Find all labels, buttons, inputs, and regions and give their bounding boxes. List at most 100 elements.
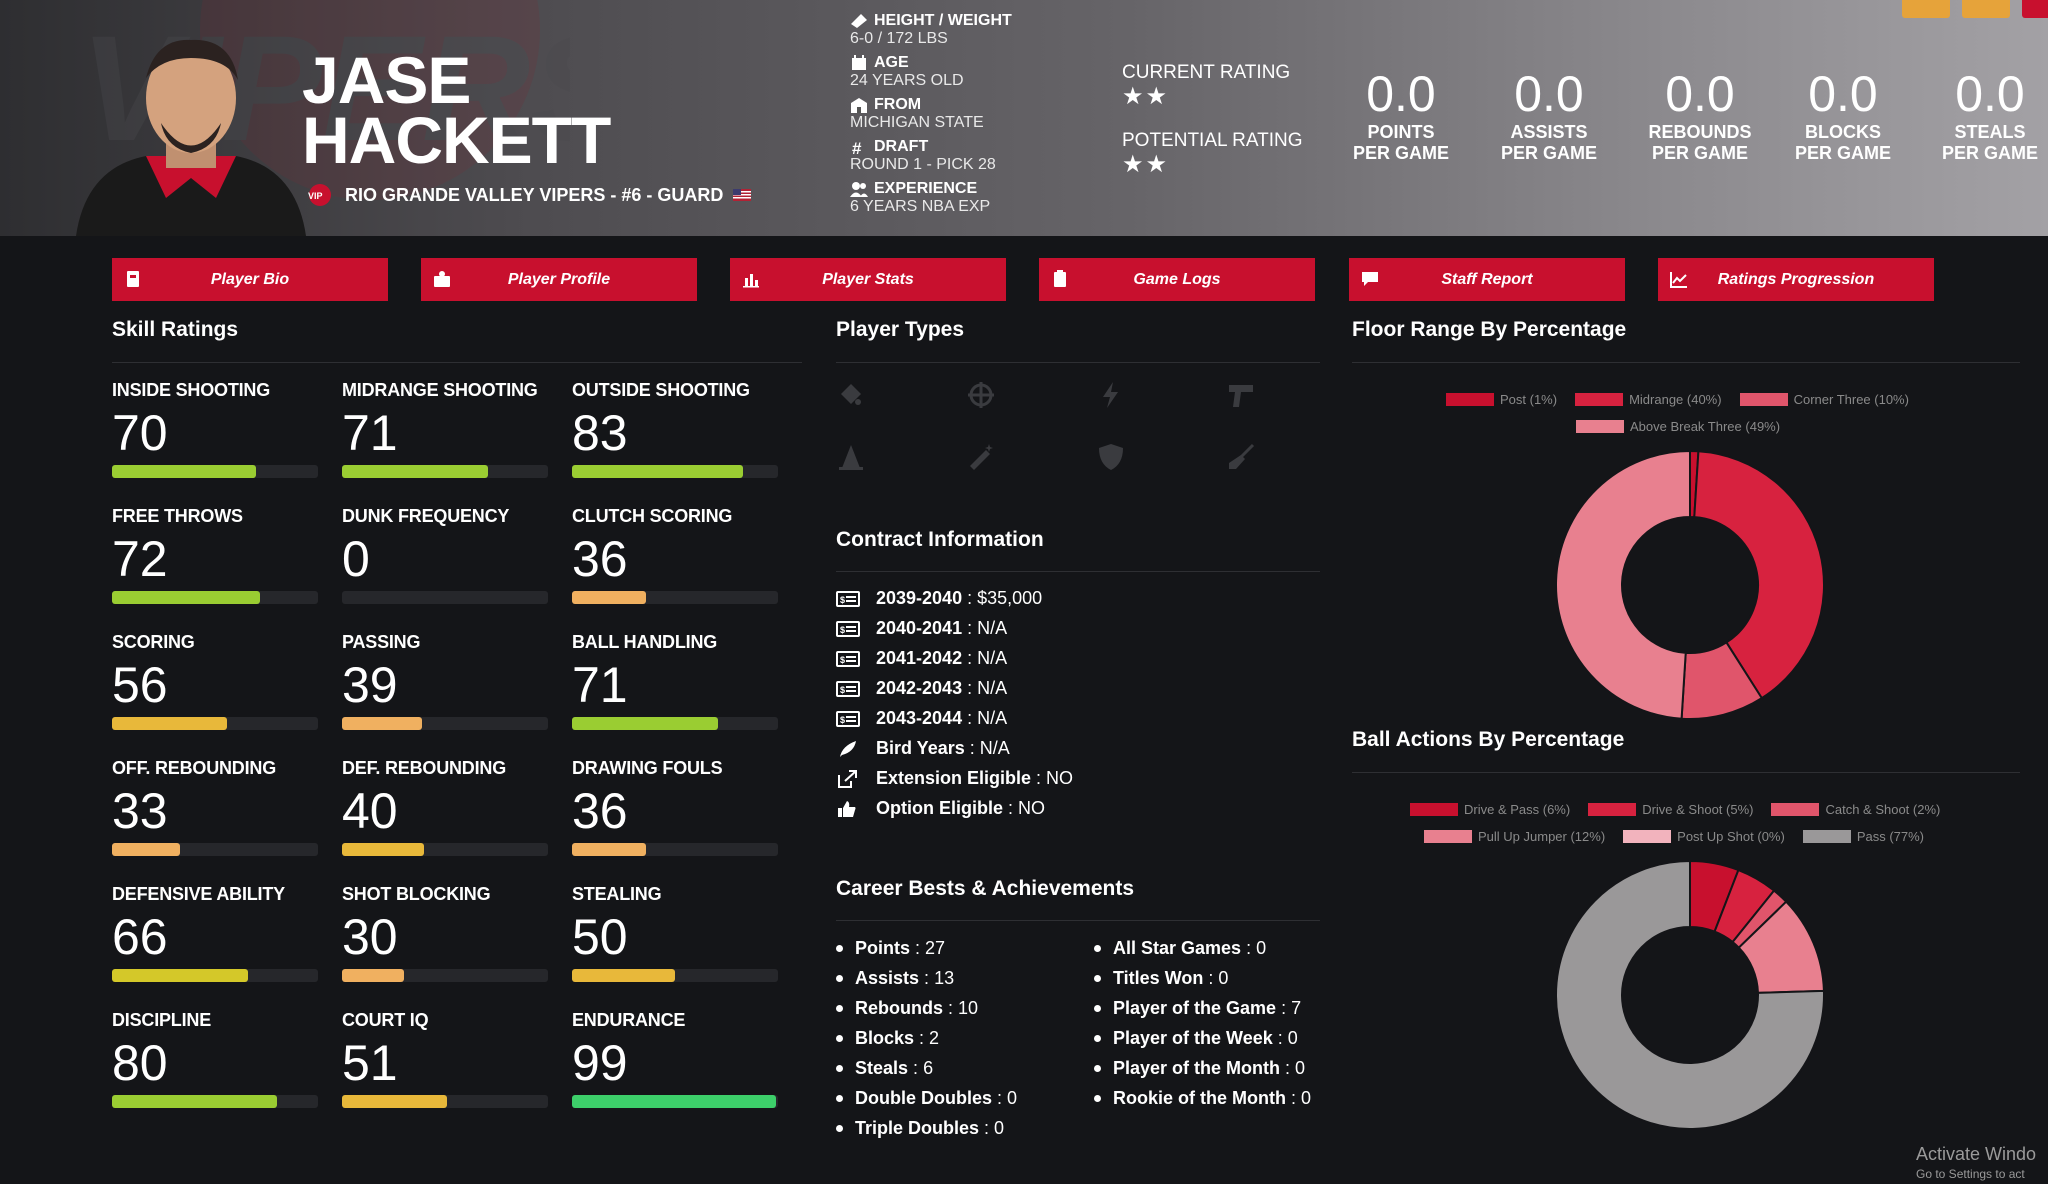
skill-value: 72: [112, 531, 168, 587]
skill-bar-fill: [342, 969, 404, 982]
legend-swatch: [1575, 393, 1624, 406]
bolt-icon: [1103, 382, 1118, 408]
legend-item[interactable]: Post Up Shot (0%): [1623, 829, 1785, 844]
career-label: Rookie of the Month: [1113, 1088, 1286, 1108]
career-value: 0: [1256, 938, 1267, 958]
legend-item[interactable]: Pass (77%): [1802, 829, 1924, 844]
career-label: Titles Won: [1113, 968, 1204, 988]
career-item: Player of the Game : 7: [1094, 998, 1301, 1019]
skill-discipline: DISCIPLINE 80: [112, 1010, 320, 1108]
skill-bar: [572, 969, 778, 982]
career-value: 2: [929, 1028, 940, 1048]
player-header: VIPERS JASE HACKETT VIP RIO GRANDE VALLE…: [0, 0, 2048, 236]
career-value: 10: [958, 998, 979, 1018]
legend-item[interactable]: Above Break Three (49%): [1576, 419, 1780, 434]
skill-value: 56: [112, 657, 168, 713]
floor-range-donut-chart: [1554, 449, 1825, 720]
svg-text:$: $: [840, 625, 845, 635]
legend-row: Drive & Pass (6%) Drive & Shoot (5%) Catch…: [1410, 802, 1952, 817]
wand-icon: [970, 444, 993, 470]
career-label: All Star Games: [1113, 938, 1242, 958]
potential-rating: POTENTIAL RATING ★★: [1122, 130, 1303, 178]
skill-bar-fill: [572, 969, 675, 982]
career-label: Points: [855, 938, 911, 958]
skill-bar: [112, 843, 318, 856]
contract-row: $2041-2042 : N/A: [836, 648, 1007, 669]
contract-label: 2041-2042: [876, 648, 963, 668]
skill-label: FREE THROWS: [112, 506, 243, 526]
skill-bar: [112, 969, 318, 982]
player-first-name: JASE: [302, 43, 471, 117]
close-button[interactable]: [2022, 0, 2048, 18]
stat-points: 0.0 POINTS PER GAME: [1352, 66, 1449, 163]
donut-slice-above-break-three[interactable]: [1554, 449, 1691, 720]
nav-player-profile-button[interactable]: Player Profile: [421, 258, 697, 301]
donut-slice-pass[interactable]: [1555, 859, 1825, 1130]
skill-label: OUTSIDE SHOOTING: [572, 380, 750, 400]
legend-item[interactable]: Corner Three (10%): [1739, 392, 1909, 407]
prev-player-button[interactable]: [1902, 0, 1950, 18]
skill-value: 99: [572, 1035, 628, 1091]
contract-label: 2043-2044: [876, 708, 963, 728]
skill-bar: [112, 1095, 318, 1108]
next-player-button[interactable]: [1962, 0, 2010, 18]
skill-defensive-ability: DEFENSIVE ABILITY 66: [112, 884, 320, 982]
hashtag-icon: #: [852, 139, 862, 155]
legend-item[interactable]: Post (1%): [1446, 392, 1557, 407]
skill-label: BALL HANDLING: [572, 632, 718, 652]
career-value: 27: [925, 938, 946, 958]
nav-player-bio-button[interactable]: Player Bio: [112, 258, 388, 301]
nav-player-stats-button[interactable]: Player Stats: [730, 258, 1006, 301]
skill-label: DEF. REBOUNDING: [342, 758, 507, 778]
bio-draft: # DRAFT ROUND 1 - PICK 28: [850, 138, 996, 173]
skill-bar-fill: [112, 717, 228, 730]
feather-icon: [840, 740, 856, 757]
current-rating-stars: ★★: [1122, 83, 1170, 110]
skill-bar: [572, 1095, 778, 1108]
nav-ratings-progression-button[interactable]: Ratings Progression: [1658, 258, 1934, 301]
donut-slice-midrange[interactable]: [1693, 450, 1825, 700]
career-item: Titles Won : 0: [1094, 968, 1228, 989]
money-icon: $: [836, 710, 860, 727]
profile-icon: [434, 271, 450, 287]
skills-divider: [112, 362, 802, 363]
svg-text:$: $: [840, 685, 845, 695]
contract-value: N/A: [977, 648, 1008, 668]
career-value: 0: [1007, 1088, 1018, 1108]
career-value: 13: [934, 968, 955, 988]
skill-label: PASSING: [342, 632, 421, 652]
contract-label: Bird Years: [876, 738, 965, 758]
skill-bar-fill: [572, 591, 647, 604]
contract-value: N/A: [977, 678, 1008, 698]
skill-value: 71: [572, 657, 628, 713]
contract-row: Bird Years : N/A: [836, 738, 1010, 759]
contract-label: Extension Eligible: [876, 768, 1032, 788]
svg-text:$: $: [840, 715, 845, 725]
skill-bar: [342, 843, 548, 856]
nav-game-logs-button[interactable]: Game Logs: [1039, 258, 1315, 301]
skill-endurance: ENDURANCE 99: [572, 1010, 780, 1108]
bullet-icon: [1094, 1065, 1101, 1072]
contract-label: 2042-2043: [876, 678, 963, 698]
skill-label: SCORING: [112, 632, 195, 652]
skill-bar-fill: [112, 465, 257, 478]
skill-bar-fill: [342, 717, 423, 730]
bio-experience: EXPERIENCE 6 YEARS NBA EXP: [850, 180, 991, 215]
stat-assists: 0.0 ASSISTS PER GAME: [1500, 66, 1597, 163]
skill-bar: [572, 717, 778, 730]
player-types-divider: [836, 362, 1320, 363]
legend-item[interactable]: Catch & Shoot (2%): [1771, 802, 1940, 817]
legend-item[interactable]: Midrange (40%): [1575, 392, 1722, 407]
stat-rebounds: 0.0 REBOUNDS PER GAME: [1648, 66, 1752, 163]
career-value: 0: [1218, 968, 1229, 988]
skill-bar: [112, 591, 318, 604]
contract-value: N/A: [979, 738, 1010, 758]
legend-item[interactable]: Drive & Pass (6%): [1410, 802, 1570, 817]
career-value: 0: [1287, 1028, 1298, 1048]
career-label: Steals: [855, 1058, 909, 1078]
legend-item[interactable]: Pull Up Jumper (12%): [1424, 829, 1605, 844]
career-label: Player of the Month: [1113, 1058, 1281, 1078]
nav-staff-report-button[interactable]: Staff Report: [1349, 258, 1625, 301]
legend-item[interactable]: Drive & Shoot (5%): [1588, 802, 1753, 817]
skill-bar-fill: [112, 843, 180, 856]
